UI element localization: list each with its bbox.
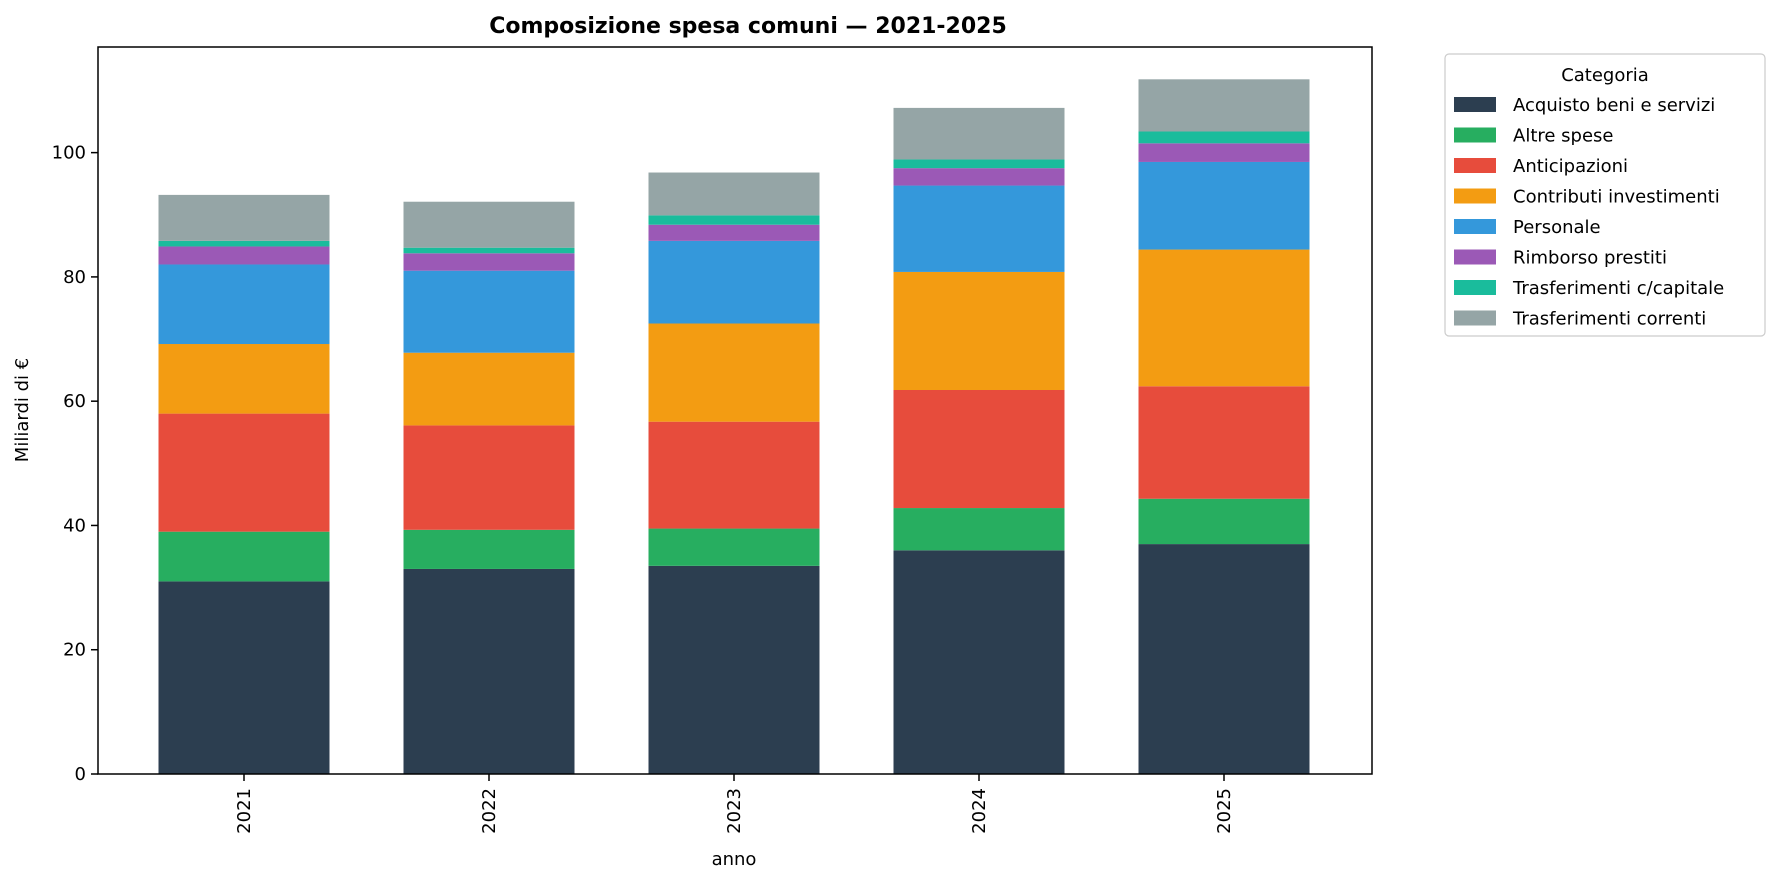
legend-swatch xyxy=(1454,127,1496,143)
legend-entry: Contributi investimenti xyxy=(1513,187,1720,208)
bars xyxy=(158,79,1310,774)
x-tick-label: 2024 xyxy=(969,788,990,834)
bar-segment-2025-0 xyxy=(1138,544,1310,774)
bar-segment-2025-7 xyxy=(1138,79,1310,132)
bar-segment-2021-7 xyxy=(158,194,330,241)
bar-segment-2021-4 xyxy=(158,264,330,345)
legend-box xyxy=(1444,53,1766,337)
bar-segment-2022-5 xyxy=(403,253,575,271)
plot-frame xyxy=(97,46,1373,775)
legend-swatch xyxy=(1454,219,1496,234)
bar-segment-2022-1 xyxy=(403,529,575,569)
legend-swatch xyxy=(1454,188,1496,204)
y-tick-label: 0 xyxy=(75,764,86,785)
x-tick-label: 2023 xyxy=(724,788,745,834)
bar-segment-2024-3 xyxy=(893,271,1065,390)
bar-segment-2024-2 xyxy=(893,389,1065,509)
bar-segment-2024-6 xyxy=(893,159,1065,169)
x-tick-label: 2022 xyxy=(479,788,500,834)
bar-segment-2022-6 xyxy=(403,247,575,254)
y-tick-label: 100 xyxy=(52,143,86,164)
bar-segment-2025-5 xyxy=(1138,143,1310,162)
legend-entry: Rimborso prestiti xyxy=(1513,248,1667,269)
bar-segment-2021-1 xyxy=(158,531,330,582)
bar-segment-2024-5 xyxy=(893,168,1065,186)
bar-segment-2021-3 xyxy=(158,344,330,414)
bar-segment-2022-0 xyxy=(403,568,575,774)
y-tick-label: 40 xyxy=(63,515,86,536)
bar-segment-2023-6 xyxy=(648,215,820,225)
legend-entry: Acquisto beni e servizi xyxy=(1513,95,1715,116)
bar-segment-2023-5 xyxy=(648,224,820,241)
bar-segment-2022-4 xyxy=(403,270,575,353)
bar-segment-2023-2 xyxy=(648,421,820,529)
bar-segment-2021-5 xyxy=(158,246,330,265)
bar-segment-2025-1 xyxy=(1138,498,1310,545)
legend-entry: Trasferimenti c/capitale xyxy=(1512,278,1724,299)
bar-segment-2021-0 xyxy=(158,581,330,774)
legend-swatch xyxy=(1454,97,1496,112)
chart-title: Composizione spesa comuni — 2021-2025 xyxy=(489,14,1007,39)
x-tick-label: 2025 xyxy=(1214,788,1235,834)
y-axis-label: Miliardi di € xyxy=(12,358,33,462)
bar-segment-2023-0 xyxy=(648,565,820,774)
legend-swatch xyxy=(1454,249,1496,265)
x-axis: 2021 2022 2023 2024 2025 xyxy=(234,774,1235,834)
bar-segment-2022-2 xyxy=(403,425,575,530)
legend-entry: Personale xyxy=(1513,217,1601,238)
y-tick-label: 20 xyxy=(63,640,86,661)
legend: Categoria Acquisto beni e servizi Altre s… xyxy=(1444,53,1766,337)
legend-entry: Anticipazioni xyxy=(1513,156,1628,177)
bar-segment-2021-2 xyxy=(158,413,330,532)
bar-segment-2024-4 xyxy=(893,185,1065,272)
legend-entry: Altre spese xyxy=(1513,126,1614,147)
legend-entry: Trasferimenti correnti xyxy=(1512,309,1706,330)
legend-title: Categoria xyxy=(1561,65,1649,86)
bar-segment-2023-4 xyxy=(648,240,820,324)
bar-segment-2025-6 xyxy=(1138,131,1310,144)
bar-segment-2024-7 xyxy=(893,107,1065,160)
legend-swatch xyxy=(1454,158,1496,173)
y-tick-label: 80 xyxy=(63,267,86,288)
bar-segment-2025-3 xyxy=(1138,249,1310,387)
y-axis: 0 20 40 60 80 100 xyxy=(52,143,98,785)
legend-swatch xyxy=(1454,280,1496,295)
bar-segment-2025-4 xyxy=(1138,161,1310,250)
bar-segment-2021-6 xyxy=(158,240,330,247)
bar-segment-2023-3 xyxy=(648,323,820,422)
y-tick-label: 60 xyxy=(63,391,86,412)
bar-segment-2024-0 xyxy=(893,550,1065,774)
legend-swatch xyxy=(1454,310,1496,326)
bar-segment-2025-2 xyxy=(1138,386,1310,499)
bar-segment-2022-7 xyxy=(403,201,575,248)
x-axis-label: anno xyxy=(712,849,757,870)
bar-segment-2024-1 xyxy=(893,508,1065,551)
x-tick-label: 2021 xyxy=(234,788,255,834)
bar-segment-2023-7 xyxy=(648,172,820,216)
bar-segment-2023-1 xyxy=(648,528,820,566)
bar-segment-2022-3 xyxy=(403,352,575,426)
